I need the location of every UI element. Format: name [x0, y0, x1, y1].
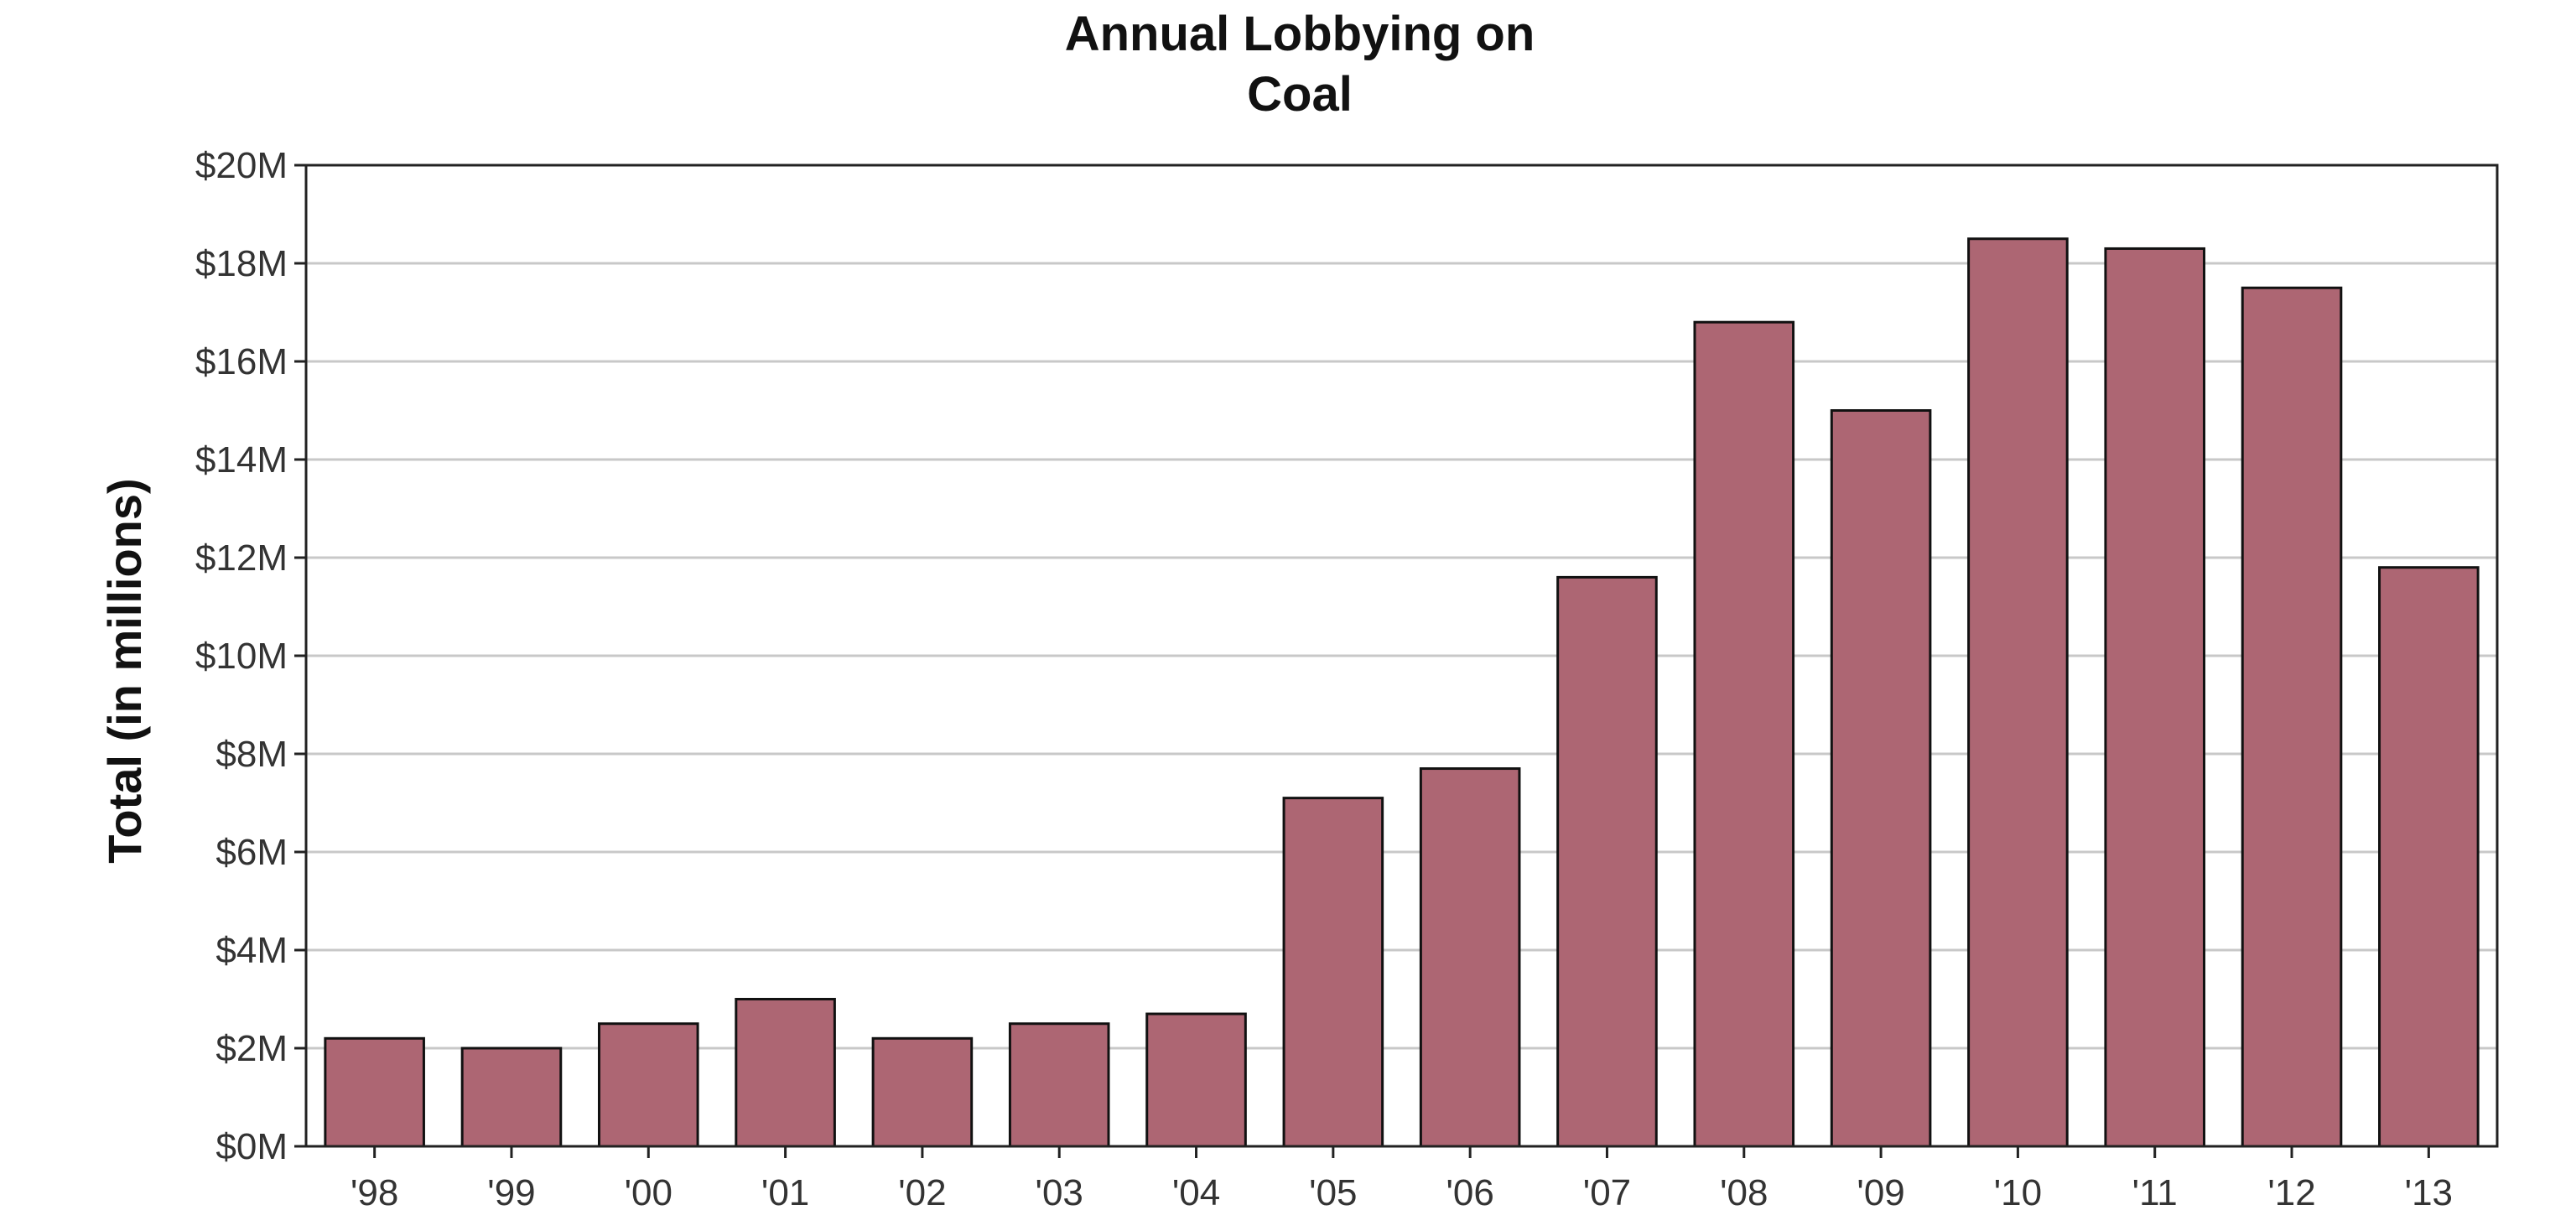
bar [1967, 237, 2069, 1148]
bar [1830, 409, 1932, 1148]
x-tick-label: '11 [2132, 1172, 2178, 1213]
bar [735, 998, 836, 1148]
y-tick-label: $12M [195, 538, 288, 579]
x-tick-label: '08 [1720, 1172, 1768, 1213]
y-tick-label: $14M [195, 439, 288, 480]
axes: $0M $2M $4M $6M $8M $10M $12M $14M $16M $18M $20M '… [195, 145, 2499, 1213]
bar [597, 1022, 699, 1148]
x-tick-label: '07 [1583, 1172, 1631, 1213]
y-tick-label: $18M [195, 243, 288, 284]
chart-title-line-1: Annual Lobbying on [1065, 7, 1535, 61]
y-tick-label: $0M [216, 1126, 288, 1167]
y-axis-title: Total (in millions) [98, 478, 151, 863]
bars [324, 237, 2480, 1148]
x-tick-label: '02 [898, 1172, 946, 1213]
bar [2241, 286, 2343, 1148]
bar [1008, 1022, 1110, 1148]
bar [324, 1036, 425, 1148]
bar [1693, 320, 1795, 1148]
x-tick-label: '10 [1994, 1172, 2042, 1213]
bar [1556, 575, 1658, 1148]
y-tick-label: $6M [216, 832, 288, 873]
x-tick-label: '06 [1446, 1172, 1493, 1213]
plot-frame [304, 164, 2499, 1148]
x-tick-label: '03 [1036, 1172, 1083, 1213]
gridlines [306, 262, 2497, 1050]
bar [1145, 1012, 1247, 1148]
y-tick-label: $2M [216, 1028, 288, 1069]
bar [2378, 566, 2480, 1148]
x-tick-label: '01 [761, 1172, 809, 1213]
x-tick-label: '09 [1857, 1172, 1904, 1213]
chart-title-line-2: Coal [1247, 67, 1353, 122]
y-tick-label: $4M [216, 930, 288, 971]
bar [871, 1036, 974, 1148]
y-tick-label: $10M [195, 636, 288, 677]
x-tick-label: '00 [625, 1172, 673, 1213]
y-tick-label: $8M [216, 734, 288, 775]
y-tick-label: $20M [195, 145, 288, 186]
x-tick-label: '99 [487, 1172, 535, 1213]
x-tick-label: '04 [1172, 1172, 1220, 1213]
bar [1419, 767, 1521, 1148]
x-tick-label: '12 [2267, 1172, 2315, 1213]
bar [1282, 797, 1384, 1148]
y-tick-label: $16M [195, 341, 288, 382]
x-tick-label: '13 [2405, 1172, 2453, 1213]
bar [460, 1047, 563, 1148]
x-tick-label: '05 [1309, 1172, 1357, 1213]
bar [2104, 247, 2206, 1148]
chart-title: Annual Lobbying on Coal [1065, 7, 1535, 122]
x-tick-label: '98 [351, 1172, 398, 1213]
